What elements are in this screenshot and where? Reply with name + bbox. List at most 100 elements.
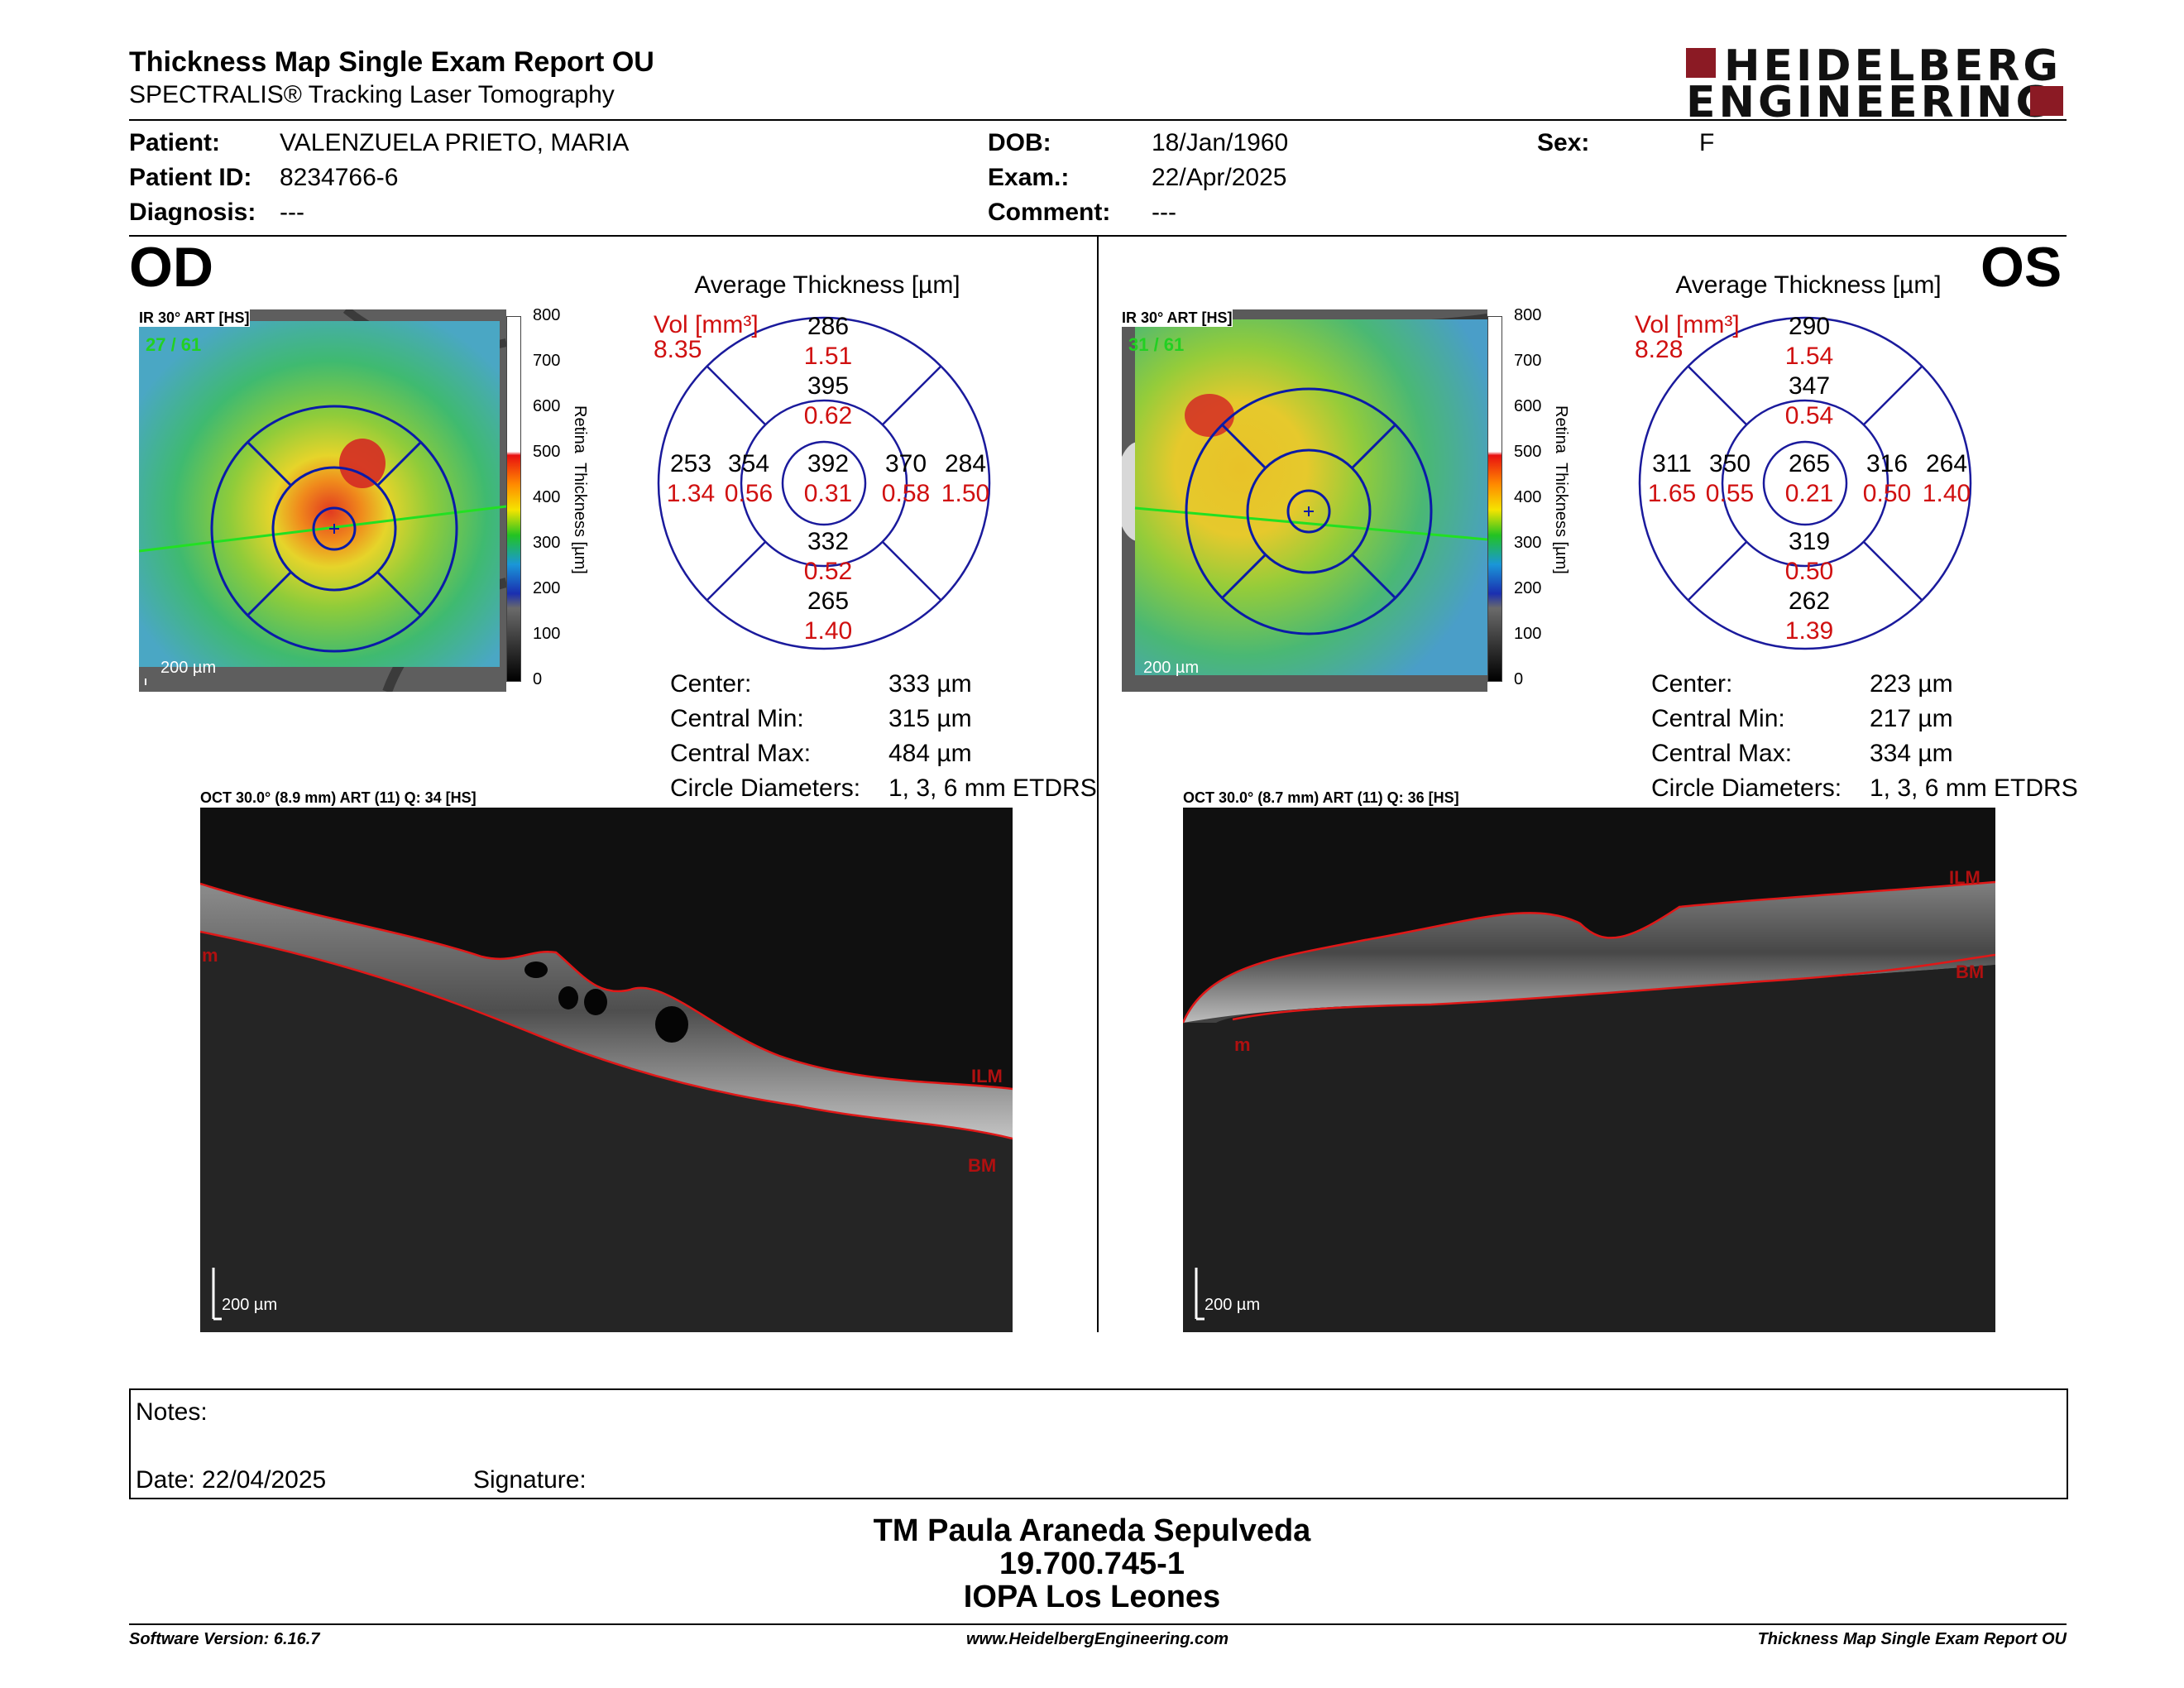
od-ir-counter: 27 / 61: [146, 334, 202, 355]
os-diam-value: 1, 3, 6 mm ETDRS: [1870, 774, 2078, 802]
od-colorbar-label-1: Retina: [571, 405, 589, 453]
info-divider: [129, 235, 2067, 237]
os-ilm-line: [1183, 880, 1995, 1024]
diagnosis-value: ---: [280, 199, 304, 226]
os-colorbar-title: Retina Thickness [µm]: [1552, 405, 1570, 596]
od-tick: 800: [533, 306, 561, 324]
os-inf-inner-vol: 0.50: [1784, 558, 1834, 585]
od-vol-label: Vol [mm³]: [654, 311, 759, 338]
patient-label: Patient:: [129, 129, 221, 156]
os-sup-inner-vol: 0.54: [1784, 402, 1834, 429]
od-max-label: Central Max:: [670, 740, 812, 767]
os-oct-bm-label: BM: [1956, 961, 1985, 982]
os-oct-bscan: m ILM BM 200 µm: [1183, 808, 1995, 1332]
od-colorbar-ticks: 800 700 600 500 400 300 200 100 0: [533, 306, 566, 695]
os-tick: 700: [1514, 352, 1542, 370]
notes-date: Date: 22/04/2025: [136, 1466, 327, 1494]
os-colorbar-label-2: Thickness [µm]: [1552, 462, 1570, 574]
patient-name: VALENZUELA PRIETO, MARIA: [280, 129, 630, 156]
os-sup-outer: 290: [1788, 313, 1831, 340]
os-diam-label: Circle Diameters:: [1651, 774, 1842, 802]
od-choroid: [200, 932, 1013, 1332]
os-oct-ilm-label: ILM: [1949, 867, 1980, 888]
od-center-label: Center:: [670, 670, 752, 698]
footer-software-version: Software Version: 6.16.7: [129, 1630, 320, 1648]
notes-box: Notes: Date: 22/04/2025 Signature:: [129, 1388, 2068, 1499]
os-oct-m-label: m: [1234, 1034, 1251, 1055]
os-tick: 400: [1514, 488, 1542, 506]
os-inf-outer-vol: 1.39: [1784, 617, 1834, 645]
os-nas-outer: 264: [1925, 450, 1968, 477]
center-divider: [1097, 237, 1099, 1332]
os-tick: 800: [1514, 306, 1542, 324]
od-tick: 0: [533, 670, 543, 688]
od-sup-outer: 286: [807, 313, 850, 340]
od-min-value: 315 µm: [888, 705, 972, 732]
patient-id-label: Patient ID:: [129, 164, 252, 191]
od-tick: 300: [533, 534, 561, 552]
os-tmp-outer-vol: 1.65: [1647, 480, 1697, 507]
od-inf-outer: 265: [807, 587, 850, 615]
sex-label: Sex:: [1537, 129, 1590, 156]
os-etdrs-outer-circle: [1185, 387, 1433, 635]
od-etdrs-inner-circle: [271, 466, 397, 592]
os-tick: 200: [1514, 579, 1542, 597]
od-tmp-outer: 253: [669, 450, 712, 477]
od-colorbar-label-2: Thickness [µm]: [571, 462, 589, 574]
od-nas-outer-vol: 1.50: [941, 480, 990, 507]
od-ir-scale: 200 µm: [160, 659, 217, 677]
od-oct-bscan: m ILM BM 200 µm: [200, 808, 1013, 1332]
od-tick: 100: [533, 625, 561, 643]
od-retina-layers: [200, 884, 1013, 1139]
os-etdrs-grid: [1638, 316, 1972, 650]
od-etdrs-outer-circle: [210, 405, 458, 653]
dob-value: 18/Jan/1960: [1152, 129, 1289, 156]
notes-signature-label: Signature:: [473, 1466, 587, 1494]
os-etdrs-inner-circle: [1246, 448, 1372, 574]
report-title: Thickness Map Single Exam Report OU: [129, 46, 654, 78]
od-nas-inner: 370: [884, 450, 927, 477]
od-center-vol: 0.31: [803, 480, 853, 507]
os-ir-scale: 200 µm: [1143, 659, 1200, 677]
od-inf-inner-vol: 0.52: [803, 558, 853, 585]
os-eye-label: OS: [1980, 236, 2062, 299]
od-etdrs-center-circle: [312, 506, 357, 551]
os-colorbar-ticks: 800 700 600 500 400 300 200 100 0: [1514, 306, 1547, 695]
os-center-value: 223 µm: [1870, 670, 1953, 698]
signature-institution: IOPA Los Leones: [963, 1580, 1221, 1614]
od-scan-line: [138, 505, 507, 553]
os-inf-outer: 262: [1788, 587, 1831, 615]
os-oct-label: OCT 30.0° (8.7 mm) ART (11) Q: 36 [HS]: [1183, 789, 1459, 806]
os-oct-image: [1183, 808, 1995, 1332]
od-colorbar-title: Retina Thickness [µm]: [571, 405, 589, 596]
od-tick: 200: [533, 579, 561, 597]
signature-name: TM Paula Araneda Sepulveda: [873, 1513, 1311, 1548]
os-min-label: Central Min:: [1651, 705, 1785, 732]
od-oct-label: OCT 30.0° (8.9 mm) ART (11) Q: 34 [HS]: [200, 789, 477, 806]
os-nas-inner: 316: [1866, 450, 1909, 477]
logo-square-left: [1686, 48, 1716, 78]
logo-square-right: [2030, 86, 2063, 116]
od-tick: 500: [533, 443, 561, 461]
patient-id: 8234766-6: [280, 164, 399, 191]
od-colorbar: [506, 316, 521, 682]
od-ir-label: IR 30° ART [HS]: [139, 309, 250, 327]
comment-label: Comment:: [988, 199, 1111, 226]
os-vol-label: Vol [mm³]: [1635, 311, 1740, 338]
od-diam-label: Circle Diameters:: [670, 774, 861, 802]
os-tick: 600: [1514, 397, 1542, 415]
os-tick: 100: [1514, 625, 1542, 643]
os-colorbar-label-1: Retina: [1552, 405, 1570, 453]
od-diam-value: 1, 3, 6 mm ETDRS: [888, 774, 1097, 802]
od-min-label: Central Min:: [670, 705, 804, 732]
os-avg-title: Average Thickness [µm]: [1675, 271, 1942, 299]
od-hot-spot: [339, 439, 386, 488]
os-tick: 500: [1514, 443, 1542, 461]
od-tmp-outer-vol: 1.34: [666, 480, 716, 507]
footer-website-link[interactable]: www.HeidelbergEngineering.com: [966, 1630, 1229, 1648]
od-nas-inner-vol: 0.58: [881, 480, 931, 507]
os-inf-inner: 319: [1788, 528, 1831, 555]
os-ir-counter: 31 / 61: [1128, 334, 1185, 355]
od-oct-ilm-label: ILM: [971, 1066, 1003, 1086]
os-tick: 0: [1514, 670, 1524, 688]
